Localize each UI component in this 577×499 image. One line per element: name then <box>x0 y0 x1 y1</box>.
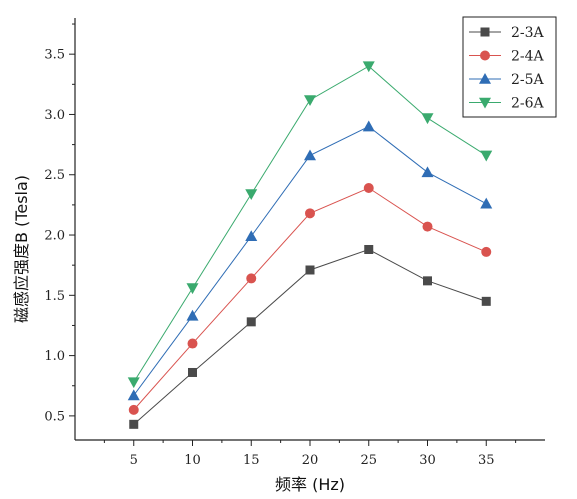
data-point <box>186 309 199 321</box>
data-point <box>305 265 315 275</box>
series-2-4A <box>128 183 492 415</box>
data-point <box>188 367 197 377</box>
data-point <box>481 246 492 257</box>
data-point <box>364 244 374 254</box>
series-line <box>133 65 487 383</box>
data-point <box>246 273 257 284</box>
y-tick-label: 2.5 <box>44 168 65 183</box>
legend-label: 2-4A <box>511 49 545 65</box>
legend-marker <box>480 50 490 61</box>
series-line <box>133 125 487 396</box>
legend-label: 2-3A <box>511 25 545 41</box>
axes: 5 10 15 20 25 30 35 0.5 1.0 1.5 2.0 2.5 3.0 3.5 <box>44 18 545 468</box>
data-point <box>187 338 198 349</box>
y-tick-label: 3.0 <box>44 108 65 123</box>
data-point <box>421 113 434 125</box>
x-axis-title: 频率 (Hz) <box>275 475 345 494</box>
legend-box <box>462 16 557 118</box>
data-point <box>423 276 432 286</box>
legend-item: 2-5A <box>469 72 545 88</box>
data-point <box>363 183 374 194</box>
data-point <box>127 377 140 389</box>
data-point <box>127 389 140 401</box>
y-tick-label: 3.5 <box>44 48 65 63</box>
data-point <box>362 61 375 73</box>
data-point <box>128 404 139 415</box>
x-tick-label: 30 <box>419 453 436 468</box>
x-tick-label: 35 <box>478 453 495 468</box>
data-point <box>304 95 316 106</box>
data-point <box>246 317 256 327</box>
legend-item: 2-6A <box>469 96 545 112</box>
y-tick-label: 0.5 <box>44 409 65 424</box>
data-point <box>245 230 258 242</box>
series-line <box>133 248 487 425</box>
data-point <box>362 120 375 132</box>
x-tick-label: 5 <box>130 453 138 468</box>
data-point <box>480 150 493 162</box>
data-point <box>480 197 493 209</box>
x-tick-label: 25 <box>360 453 377 468</box>
y-tick-label: 1.5 <box>44 289 65 304</box>
legend-marker <box>479 73 491 84</box>
series-line <box>133 187 487 411</box>
series-layer <box>127 61 493 429</box>
series-2-5A <box>127 120 493 401</box>
y-tick-label: 2.0 <box>44 229 65 244</box>
legend-item: 2-4A <box>469 49 545 65</box>
x-tick-label: 10 <box>184 453 201 468</box>
y-tick-label: 1.0 <box>44 349 65 364</box>
data-point <box>421 166 434 178</box>
legend-marker <box>479 97 491 109</box>
legend: 2-3A 2-4A 2-5A 2-6A <box>462 16 557 118</box>
data-point <box>245 189 258 201</box>
data-point <box>422 221 433 232</box>
data-point <box>186 283 199 295</box>
series-2-3A <box>129 244 491 429</box>
legend-label: 2-5A <box>511 72 545 88</box>
data-point <box>481 296 491 306</box>
x-tick-label: 20 <box>302 453 319 468</box>
legend-marker <box>480 27 490 37</box>
y-axis-title: 磁感应强度B (Tesla) <box>12 175 31 323</box>
data-point <box>304 149 316 161</box>
data-point <box>129 419 139 429</box>
legend-label: 2-6A <box>511 96 545 112</box>
legend-item: 2-3A <box>469 25 545 41</box>
x-tick-label: 15 <box>243 453 260 468</box>
series-2-6A <box>127 61 493 389</box>
data-point <box>305 208 315 219</box>
